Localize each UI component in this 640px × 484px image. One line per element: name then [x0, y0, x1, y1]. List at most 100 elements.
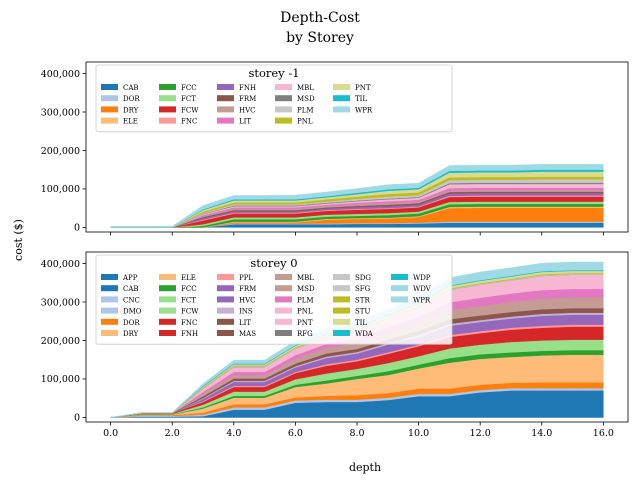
- legend-entry-wdp: WDP: [413, 274, 431, 282]
- y-tick-label: 200,000: [41, 336, 80, 347]
- y-tick-label: 0: [74, 413, 80, 424]
- legend-entry-wpr: WPR: [355, 106, 373, 114]
- y-axis-label: cost ($): [12, 219, 25, 261]
- subplot-storey-0: 0 100,000 200,000 300,000 400,000 0.0 2.0 4.0 6.…: [41, 251, 629, 439]
- y-tick-label: 0: [74, 223, 80, 234]
- x-tick-label: 4.0: [226, 428, 241, 439]
- y-tick-label: 100,000: [41, 374, 80, 385]
- legend-entry-pnl: PNL: [297, 308, 313, 316]
- legend-swatch-plm: [275, 296, 292, 303]
- legend-swatch-fnc: [159, 117, 176, 124]
- legend-entry-frm: FRM: [239, 285, 256, 293]
- legend-entry-dmo: DMO: [123, 308, 142, 316]
- legend-swatch-dry: [101, 330, 118, 336]
- y-tick-label: 100,000: [41, 184, 80, 195]
- legend-swatch-fnc: [159, 318, 176, 325]
- legend-swatch-pnl: [275, 307, 292, 314]
- legend-swatch-stu: [333, 307, 350, 314]
- legend-swatch-msd: [275, 95, 292, 102]
- legend-swatch-fnh: [217, 84, 234, 90]
- legend-entry-wdv: WDV: [413, 285, 432, 293]
- legend-entry-fct: FCT: [181, 95, 196, 103]
- legend-swatch-ele: [159, 274, 176, 280]
- legend-swatch-til: [333, 95, 350, 102]
- legend-swatch-sdg: [333, 274, 350, 280]
- x-tick-label: 14.0: [531, 428, 552, 439]
- chart-title-line1: Depth-Cost: [280, 10, 360, 26]
- legend-entry-fcw: FCW: [181, 308, 199, 316]
- legend-swatch-sfg: [333, 285, 350, 292]
- legend-entry-cab: CAB: [123, 285, 139, 293]
- legend-swatch-plm: [275, 106, 292, 113]
- x-axis-label: depth: [349, 461, 381, 474]
- legend-entry-til: TIL: [355, 95, 367, 103]
- area-series-wpr: [110, 164, 604, 228]
- legend-entry-mbl: MBL: [297, 84, 314, 92]
- legend-swatch-pnl: [275, 117, 292, 124]
- legend-entry-dry: DRY: [123, 330, 139, 338]
- x-tick-label: 6.0: [288, 428, 303, 439]
- legend-swatch-rfg: [275, 330, 292, 336]
- legend-entry-mbl: MBL: [297, 274, 314, 282]
- legend-swatch-ppl: [217, 274, 234, 280]
- legend-box: [95, 254, 453, 345]
- legend-swatch-ele: [101, 117, 118, 124]
- legend-swatch-fcc: [159, 84, 176, 90]
- legend-entry-hvc: HVC: [239, 106, 256, 114]
- legend-entry-dor: DOR: [123, 319, 140, 327]
- legend-swatch-frm: [217, 95, 234, 102]
- legend-swatch-app: [101, 274, 118, 280]
- legend-swatch-msd: [275, 285, 292, 292]
- legend-entry-cnc: CNC: [123, 296, 140, 304]
- legend-swatch-dor: [101, 318, 118, 325]
- legend-entry-pnt: PNT: [355, 84, 371, 92]
- legend-entry-ppl: PPL: [239, 274, 253, 282]
- legend-swatch-frm: [217, 285, 234, 292]
- legend-swatch-hvc: [217, 296, 234, 303]
- legend-swatch-cnc: [101, 296, 118, 303]
- legend-box: [95, 64, 453, 133]
- legend-entry-sdg: SDG: [355, 274, 371, 282]
- area-series-wpr: [110, 261, 604, 418]
- legend-entry-fnc: FNC: [181, 319, 197, 327]
- legend-swatch-lit: [217, 318, 234, 325]
- legend-swatch-fcc: [159, 285, 176, 292]
- legend-swatch-fnh: [159, 330, 176, 336]
- legend-entry-msd: MSD: [297, 95, 315, 103]
- legend-swatch-wda: [333, 330, 350, 336]
- legend-swatch-wdp: [391, 274, 408, 280]
- legend-entry-pnl: PNL: [297, 118, 313, 126]
- legend-swatch-fct: [159, 296, 176, 303]
- legend-swatch-dmo: [101, 307, 118, 314]
- legend-entry-ele: ELE: [181, 274, 196, 282]
- y-tick-label: 200,000: [41, 146, 80, 157]
- legend-swatch-dor: [101, 95, 118, 102]
- legend-entry-mas: MAS: [239, 330, 256, 338]
- y-tick-label: 400,000: [41, 69, 80, 80]
- legend-entry-fct: FCT: [181, 296, 196, 304]
- x-tick-label: 2.0: [165, 428, 180, 439]
- legend-swatch-mbl: [275, 274, 292, 280]
- legend-entry-cab: CAB: [123, 84, 139, 92]
- x-tick-label: 0.0: [103, 428, 118, 439]
- legend-swatch-lit: [217, 117, 234, 124]
- legend-swatch-mas: [217, 330, 234, 336]
- legend-entry-pnt: PNT: [297, 319, 313, 327]
- legend-entry-wpr: WPR: [413, 296, 431, 304]
- legend-swatch-til: [333, 318, 350, 325]
- legend-entry-fcw: FCW: [181, 106, 199, 114]
- legend-title: storey -1: [248, 66, 299, 80]
- legend-entry-lit: LIT: [239, 319, 251, 327]
- legend-swatch-wdv: [391, 285, 408, 292]
- legend-swatch-mbl: [275, 84, 292, 90]
- legend-entry-fnc: FNC: [181, 118, 197, 126]
- legend-swatch-wpr: [391, 296, 408, 303]
- legend-swatch-fcw: [159, 106, 176, 113]
- legend-swatch-pnt: [275, 318, 292, 325]
- x-tick-label: 16.0: [593, 428, 614, 439]
- legend-swatch-cab: [101, 84, 118, 90]
- legend-entry-dor: DOR: [123, 95, 140, 103]
- legend-swatch-cab: [101, 285, 118, 292]
- chart-title-line2: by Storey: [286, 30, 354, 46]
